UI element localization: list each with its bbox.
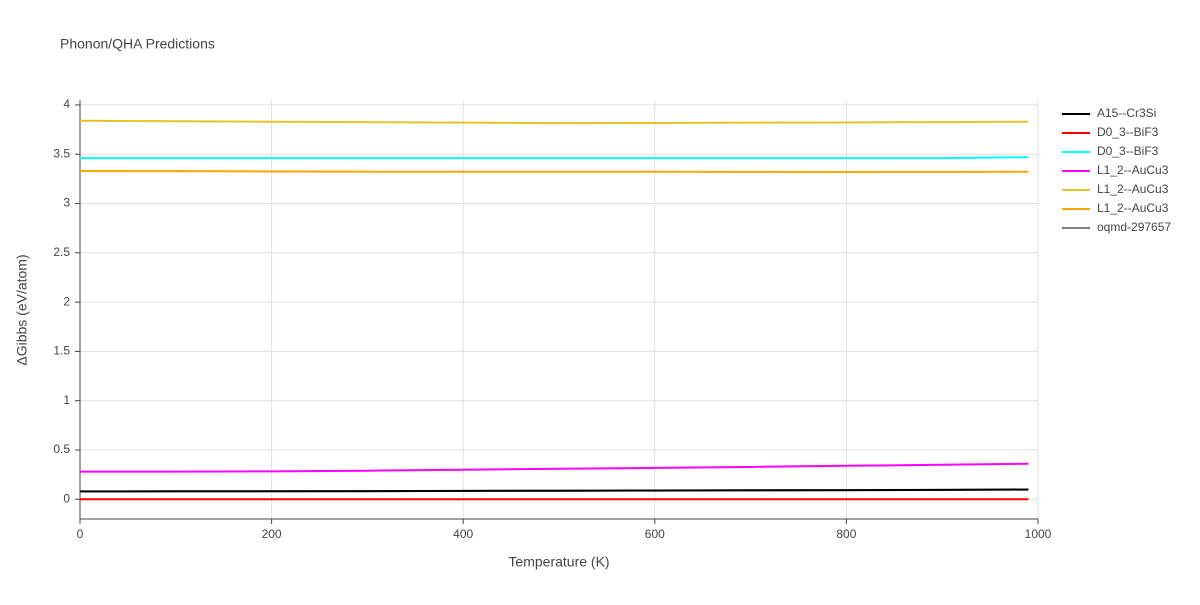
y-tick-label: 2.5 <box>53 245 70 259</box>
y-tick-label: 4 <box>63 97 70 111</box>
y-axis-title: ΔGibbs (eV/atom) <box>14 254 30 365</box>
legend-label: L1_2--AuCu3 <box>1097 182 1169 196</box>
x-tick-label: 800 <box>836 527 856 541</box>
legend-label: L1_2--AuCu3 <box>1097 201 1169 215</box>
series-line <box>79 119 1029 125</box>
y-tick-label: 3.5 <box>53 146 70 160</box>
legend-label: D0_3--BiF3 <box>1097 125 1159 139</box>
y-tick-label: 2 <box>63 294 70 308</box>
series-line <box>80 156 1029 160</box>
y-tick-label: 1.5 <box>53 344 70 358</box>
y-tick-label: 0.5 <box>53 442 70 456</box>
x-tick-label: 0 <box>77 527 84 541</box>
series-line <box>79 462 1029 473</box>
legend-label: oqmd-297657 <box>1097 220 1171 234</box>
legend-label: L1_2--AuCu3 <box>1097 163 1169 177</box>
x-tick-label: 400 <box>453 527 473 541</box>
y-tick-label: 1 <box>63 393 70 407</box>
x-tick-label: 200 <box>262 527 282 541</box>
x-tick-label: 1000 <box>1025 527 1052 541</box>
chart-title: Phonon/QHA Predictions <box>60 36 215 52</box>
x-axis-title: Temperature (K) <box>508 554 609 570</box>
series-line <box>79 488 1029 493</box>
series-line <box>79 169 1029 173</box>
y-tick-label: 3 <box>63 196 70 210</box>
x-tick-label: 600 <box>645 527 665 541</box>
y-tick-label: 0 <box>63 491 70 505</box>
legend-label: D0_3--BiF3 <box>1097 144 1159 158</box>
legend-label: A15--Cr3Si <box>1097 106 1156 120</box>
